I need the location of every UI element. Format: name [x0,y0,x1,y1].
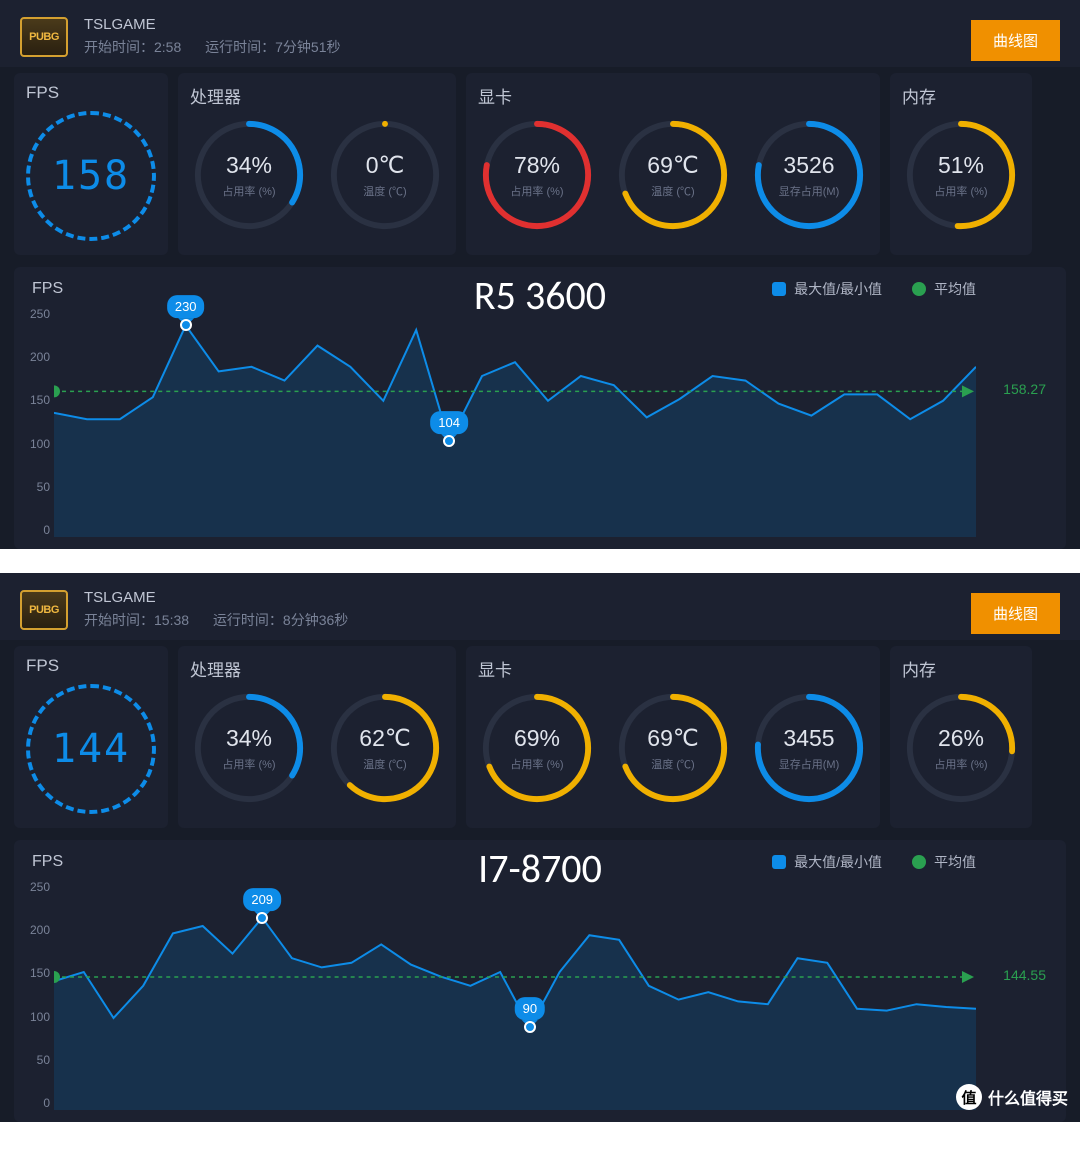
fps-gauge: 158 [26,111,156,241]
pubg-icon: PUBG [20,17,68,57]
gauge-value: 3455 [783,725,834,752]
max-marker-pin [180,319,192,331]
fps-gauge: 144 [26,684,156,814]
chart-legend: 最大值/最小值 平均值 [772,279,976,299]
min-marker-bubble: 104 [430,411,468,434]
gauge-label: 温度 (℃) [651,183,694,199]
group-title: 内存 [902,83,1020,108]
ring-gauge: 51% 占用率 (%) [902,116,1020,234]
group-title: 显卡 [478,656,868,681]
header-subtitle: 开始时间：2:58 运行时间：7分钟51秒 [84,37,361,57]
chart-area: 050100150200250 158.27230104 [54,307,976,537]
gauge-value: 62℃ [359,725,410,752]
panel-header: PUBG TSLGAME 开始时间：15:38 运行时间：8分钟36秒 曲线图 [0,573,1080,640]
gauge-value: 69℃ [647,725,698,752]
ring-gauge: 3455 显存占用(M) [750,689,868,807]
header-subtitle: 开始时间：15:38 运行时间：8分钟36秒 [84,610,368,630]
legend-maxmin: 最大值/最小值 [772,279,882,299]
gauge-value: 69℃ [647,152,698,179]
chart-title: FPS [32,853,63,871]
chart-section: I7-8700 FPS 最大值/最小值 平均值 050100150200250 [14,840,1066,1122]
gauge-value: 34% [226,152,272,179]
gauge-group: 处理器 34% 占用率 (%) 62℃ 温度 (℃) [178,646,456,828]
gauge-value: 69% [514,725,560,752]
game-title: TSLGAME [84,16,361,33]
chart-area: 050100150200250 144.5520990 [54,880,976,1110]
legend-maxmin: 最大值/最小值 [772,852,882,872]
gauge-label: 占用率 (%) [934,756,987,772]
ring-gauge: 34% 占用率 (%) [190,689,308,807]
gauge-value: 51% [938,152,984,179]
group-title: 显卡 [478,83,868,108]
fps-title: FPS [26,83,156,103]
monitor-panel: PUBG TSLGAME 开始时间：15:38 运行时间：8分钟36秒 曲线图 … [0,573,1080,1122]
pubg-icon: PUBG [20,590,68,630]
gauge-value: 78% [514,152,560,179]
gauge-label: 显存占用(M) [779,183,840,199]
avg-value-label: 158.27 [1003,381,1046,397]
ring-gauge: 69℃ 温度 (℃) [614,116,732,234]
game-title: TSLGAME [84,589,368,606]
gauge-group: 显卡 78% 占用率 (%) 69℃ 温度 (℃) [466,73,880,255]
fps-title: FPS [26,656,156,676]
y-axis: 050100150200250 [20,307,50,537]
gauge-label: 显存占用(M) [779,756,840,772]
chart-section: R5 3600 FPS 最大值/最小值 平均值 050100150200250 [14,267,1066,549]
group-title: 内存 [902,656,1020,681]
fps-gauge-group: FPS 158 [14,73,168,255]
fps-chart-svg [54,880,976,1110]
gauge-label: 占用率 (%) [222,756,275,772]
gauge-value: 26% [938,725,984,752]
watermark: 值什么值得买 [956,1084,1068,1110]
gauge-label: 占用率 (%) [934,183,987,199]
min-marker-pin [443,435,455,447]
group-title: 处理器 [190,656,444,681]
watermark-icon: 值 [956,1084,982,1110]
gauges-row: FPS 158 处理器 34% 占用率 (%) 0℃ 温度 ( [0,67,1080,267]
monitor-panel: PUBG TSLGAME 开始时间：2:58 运行时间：7分钟51秒 曲线图 F… [0,0,1080,549]
max-marker-bubble: 230 [167,295,205,318]
legend-avg: 平均值 [912,279,976,299]
ring-gauge: 0℃ 温度 (℃) [326,116,444,234]
min-marker-pin [524,1021,536,1033]
gauge-group: 内存 51% 占用率 (%) [890,73,1032,255]
gauge-label: 占用率 (%) [510,756,563,772]
y-axis: 050100150200250 [20,880,50,1110]
gauge-label: 温度 (℃) [363,756,406,772]
panel-header: PUBG TSLGAME 开始时间：2:58 运行时间：7分钟51秒 曲线图 [0,0,1080,67]
gauge-group: 处理器 34% 占用率 (%) 0℃ 温度 (℃) [178,73,456,255]
max-marker-bubble: 209 [243,888,281,911]
gauge-group: 显卡 69% 占用率 (%) 69℃ 温度 (℃) [466,646,880,828]
ring-gauge: 78% 占用率 (%) [478,116,596,234]
max-marker-pin [256,912,268,924]
ring-gauge: 62℃ 温度 (℃) [326,689,444,807]
legend-avg: 平均值 [912,852,976,872]
ring-gauge: 26% 占用率 (%) [902,689,1020,807]
gauge-value: 3526 [783,152,834,179]
group-title: 处理器 [190,83,444,108]
gauge-label: 温度 (℃) [363,183,406,199]
min-marker-bubble: 90 [515,997,545,1020]
ring-gauge: 69℃ 温度 (℃) [614,689,732,807]
ring-gauge: 34% 占用率 (%) [190,116,308,234]
chart-legend: 最大值/最小值 平均值 [772,852,976,872]
gauge-group: 内存 26% 占用率 (%) [890,646,1032,828]
gauge-value: 0℃ [366,152,405,179]
chart-button[interactable]: 曲线图 [971,593,1060,634]
gauge-label: 温度 (℃) [651,756,694,772]
avg-value-label: 144.55 [1003,967,1046,983]
chart-button[interactable]: 曲线图 [971,20,1060,61]
fps-chart-svg [54,307,976,537]
fps-gauge-group: FPS 144 [14,646,168,828]
gauge-label: 占用率 (%) [222,183,275,199]
gauges-row: FPS 144 处理器 34% 占用率 (%) 62℃ 温度 [0,640,1080,840]
gauge-value: 34% [226,725,272,752]
ring-gauge: 69% 占用率 (%) [478,689,596,807]
gauge-label: 占用率 (%) [510,183,563,199]
chart-title: FPS [32,280,63,298]
ring-gauge: 3526 显存占用(M) [750,116,868,234]
